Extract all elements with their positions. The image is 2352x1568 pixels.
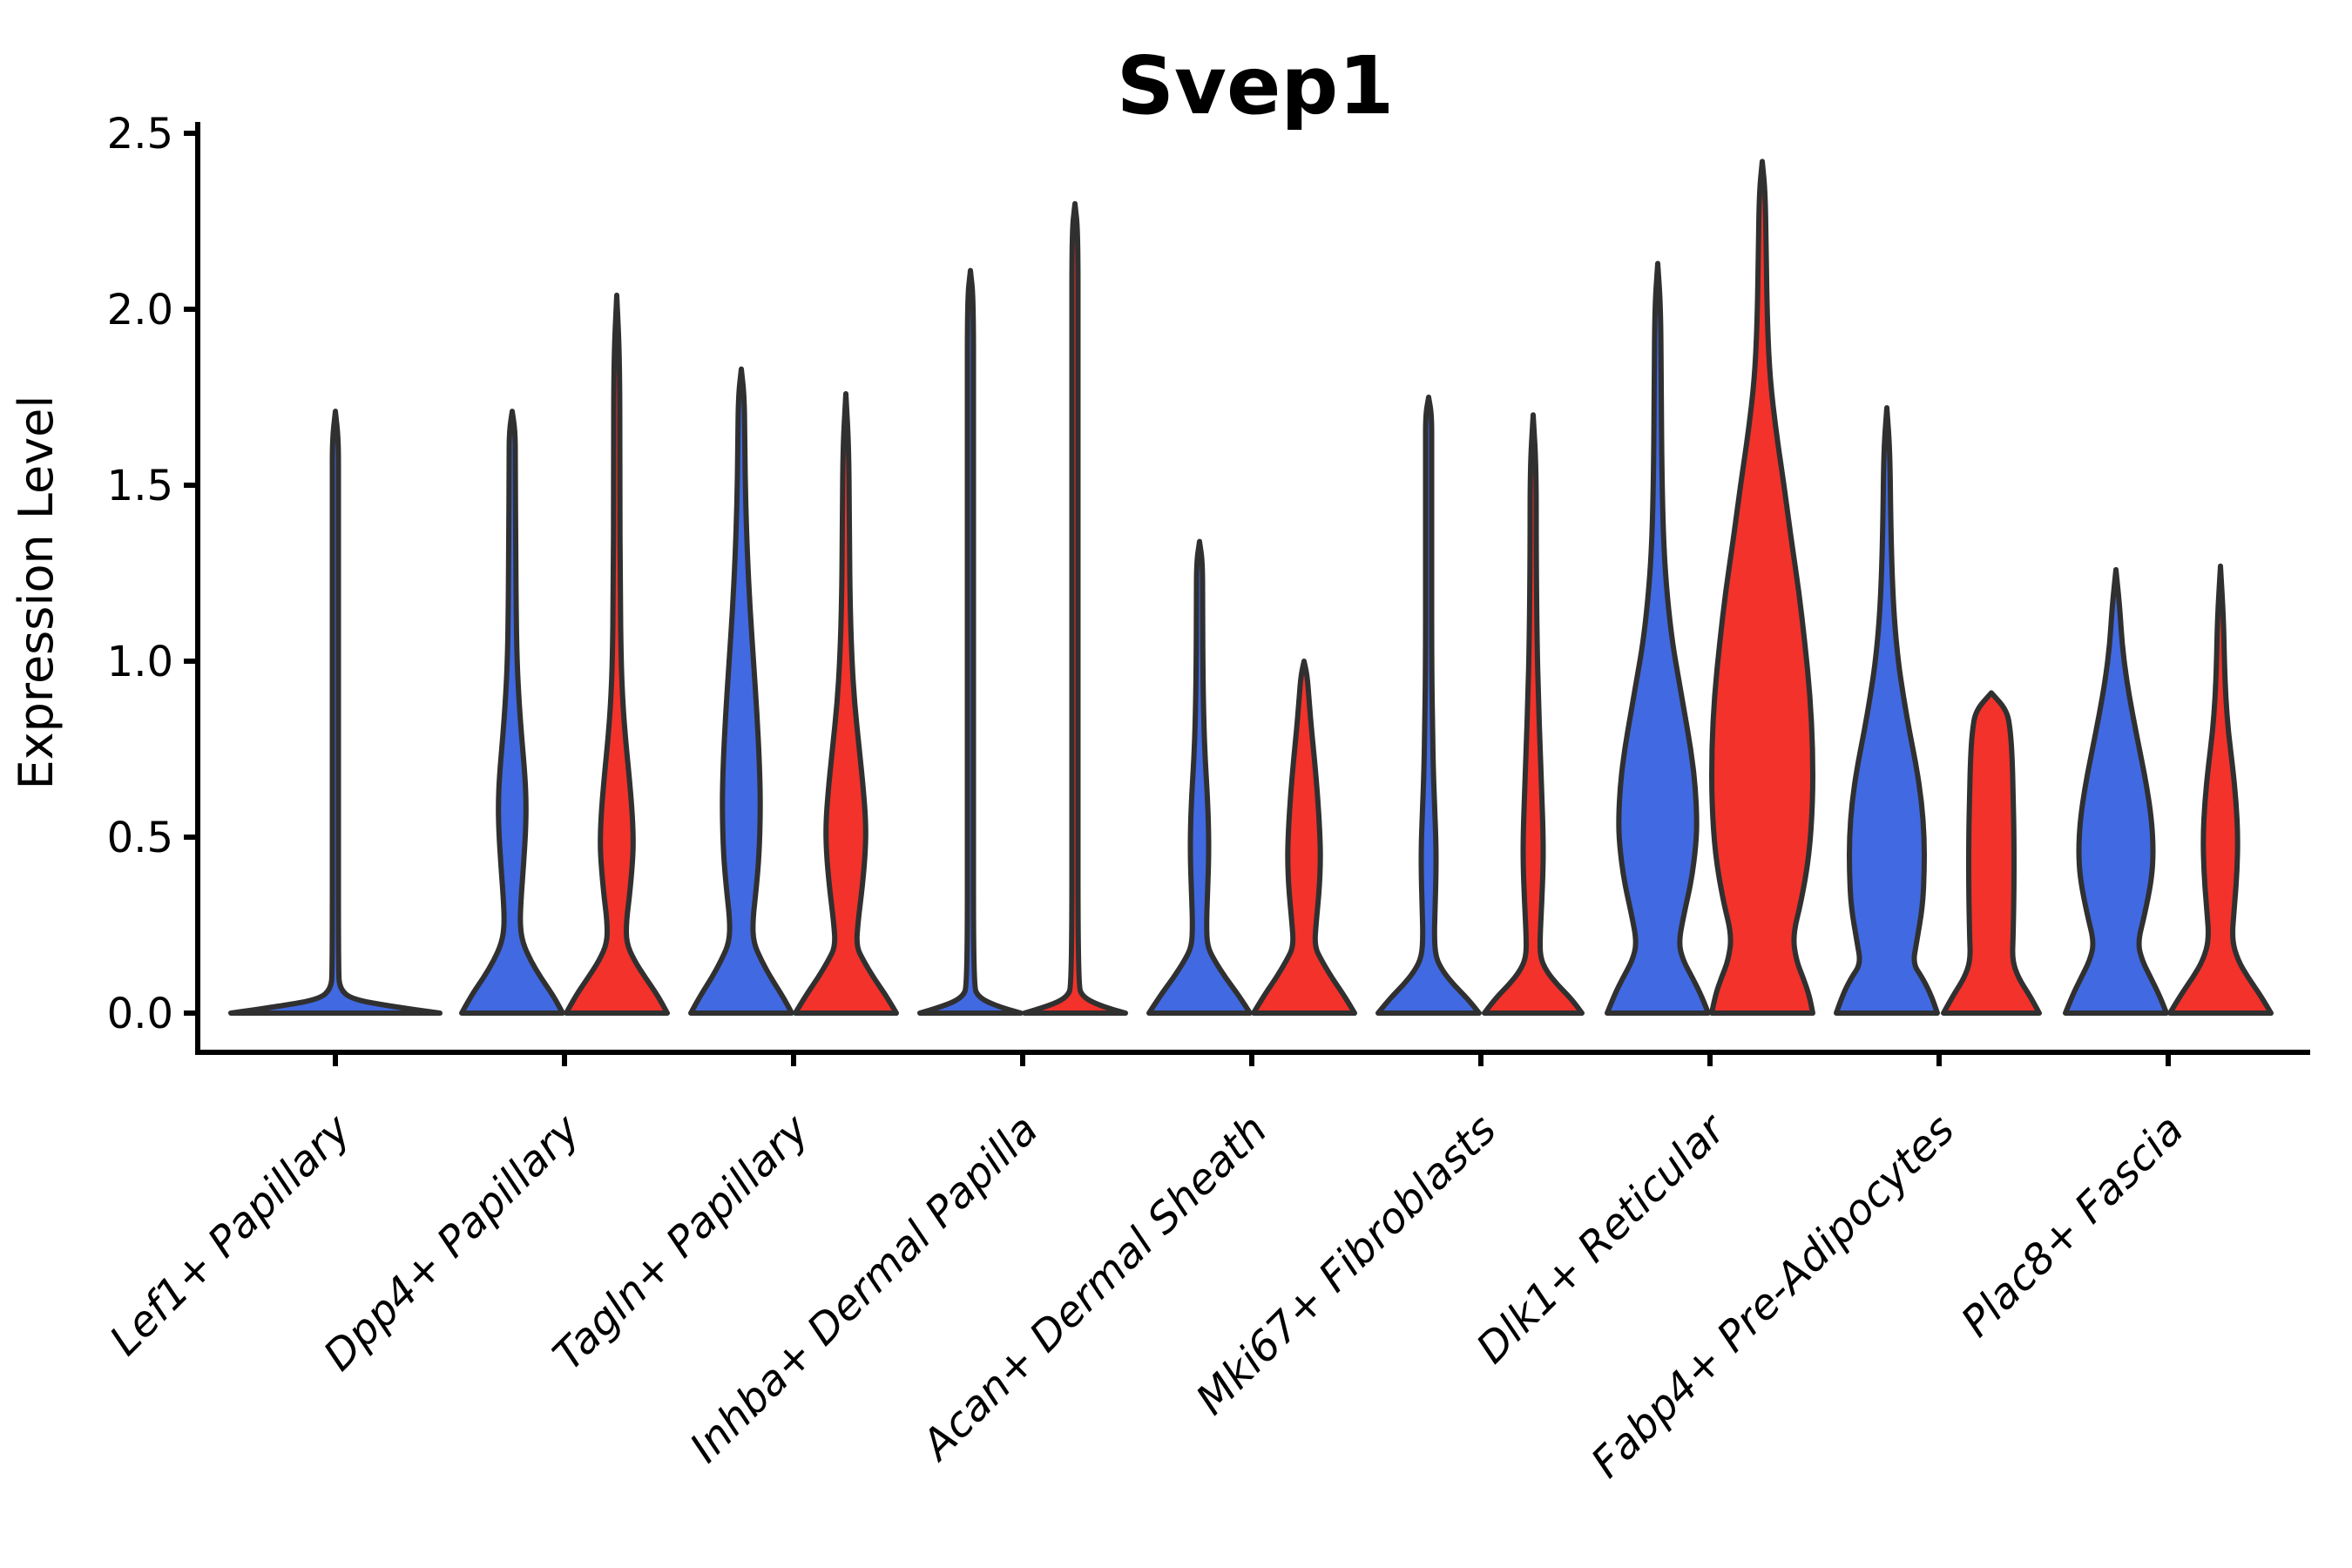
x-category-label-6: Dlk1+ Reticular	[1467, 1104, 1737, 1374]
violin-blue-group-0	[228, 409, 443, 1016]
chart-title: Svep1	[1117, 39, 1395, 132]
y-tick-label-2: 1.0	[107, 638, 173, 686]
y-axis-label: Expression Level	[9, 395, 64, 790]
y-tick-label-5: 2.5	[107, 110, 173, 159]
violin-blue-group-4	[1146, 538, 1253, 1016]
violin-red-group-3	[1022, 200, 1128, 1016]
violin-red-group-5	[1482, 412, 1585, 1016]
violin-blue-group-1	[459, 409, 565, 1016]
violin-red-group-8	[2167, 563, 2274, 1016]
violin-red-group-6	[1709, 159, 1815, 1016]
violin-blue-group-6	[1605, 260, 1711, 1016]
axes-layer	[184, 122, 2310, 1066]
x-category-label-0: Lef1+ Papillary	[100, 1105, 361, 1365]
x-category-label-1: Dpp4+ Papillary	[314, 1105, 590, 1380]
violins-layer	[228, 159, 2274, 1016]
x-category-label-7: Fabp4+ Pre-Adipocytes	[1582, 1105, 1964, 1488]
y-tick-label-1: 0.5	[107, 814, 173, 862]
violin-blue-group-3	[917, 267, 1024, 1016]
violin-blue-group-2	[688, 366, 794, 1016]
violin-red-group-2	[793, 390, 899, 1016]
violin-blue-group-5	[1375, 395, 1482, 1016]
violin-blue-group-8	[2063, 566, 2169, 1016]
violin-red-group-1	[564, 292, 670, 1016]
violin-blue-group-7	[1834, 405, 1940, 1016]
y-tick-label-0: 0.0	[107, 990, 173, 1038]
violin-red-group-7	[1941, 690, 2042, 1016]
violin-red-group-4	[1251, 659, 1357, 1016]
x-category-label-8: Plac8+ Fascia	[1952, 1105, 2193, 1347]
y-tick-label-4: 2.0	[107, 286, 173, 335]
y-tick-label-3: 1.5	[107, 462, 173, 510]
x-category-label-2: Tagln+ Papillary	[544, 1105, 819, 1380]
